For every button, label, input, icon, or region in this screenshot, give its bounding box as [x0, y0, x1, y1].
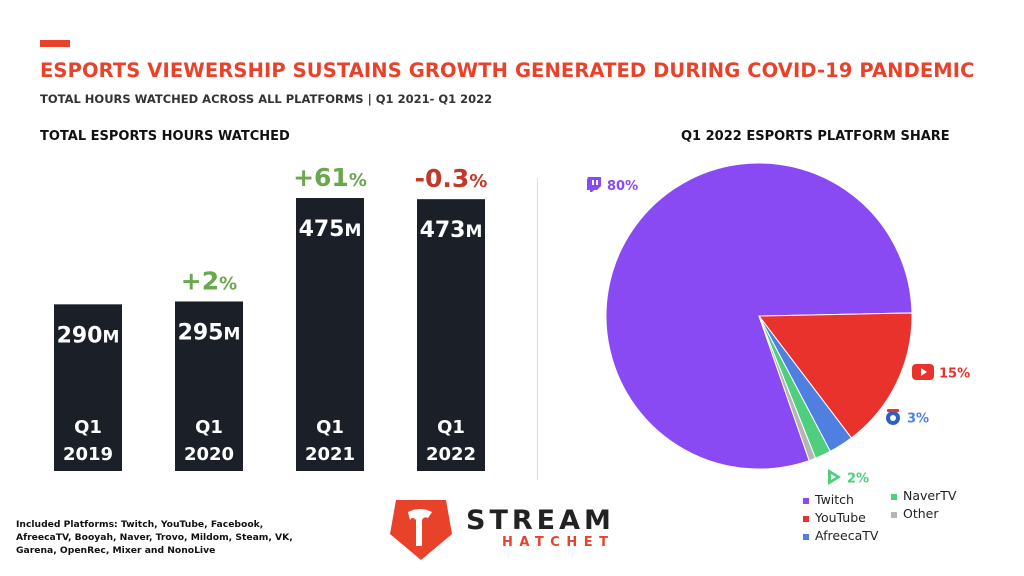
page-title: ESPORTS VIEWERSHIP SUSTAINS GROWTH GENER…	[40, 59, 975, 82]
legend-item-twitch: Twitch	[803, 492, 854, 507]
bar-q1-2021	[296, 198, 364, 471]
bar-category-label: Q1	[316, 417, 344, 438]
bar-category-label: 2019	[63, 444, 113, 465]
pie-slice-twitch	[605, 162, 913, 470]
stream-hatchet-logo-icon	[390, 500, 452, 560]
brand-line2: HATCHET	[502, 535, 615, 550]
pie-label-navertv: 2%	[826, 468, 869, 490]
included-platforms-footnote: Included Platforms: Twitch, YouTube, Fac…	[16, 519, 293, 556]
legend-item-other: Other	[891, 506, 939, 521]
bar-category-label: Q1	[195, 417, 223, 438]
pie-chart	[605, 162, 913, 470]
divider	[537, 178, 538, 480]
legend-swatch-youtube	[803, 515, 809, 522]
legend-swatch-afreecatv	[803, 533, 809, 540]
pie-label-value: 80%	[607, 179, 639, 194]
brand-wordmark: STREAM HATCHET	[466, 507, 615, 551]
bar-q1-2022	[417, 199, 485, 471]
bar-category-label: Q1	[437, 417, 465, 438]
afreecatv-icon	[884, 408, 902, 430]
bar-value-label: 295M	[178, 320, 241, 345]
bar-value-label: 290M	[57, 323, 120, 348]
twitch-icon	[586, 176, 602, 197]
bar-value-label: 473M	[420, 218, 483, 243]
page-subtitle: TOTAL HOURS WATCHED ACROSS ALL PLATFORMS…	[40, 92, 493, 106]
legend-item-navertv: NaverTV	[891, 488, 956, 503]
pie-label-twitch: 80%	[586, 176, 638, 197]
bar-category-label: 2021	[305, 444, 355, 465]
legend-item-youtube: YouTube	[803, 510, 866, 525]
legend-swatch-twitch	[803, 497, 809, 504]
bar-category-label: Q1	[74, 417, 102, 438]
legend-label-afreecatv: AfreecaTV	[815, 528, 879, 543]
pie-label-value: 3%	[907, 411, 930, 427]
pie-label-youtube: 15%	[912, 364, 970, 384]
pie-label-afreecatv: 3%	[884, 408, 929, 430]
legend-label-other: Other	[903, 506, 939, 521]
pie-chart-title: Q1 2022 ESPORTS PLATFORM SHARE	[681, 129, 950, 144]
bar-chart: 290MQ12019295MQ12020+2%475MQ12021+61%473…	[54, 163, 488, 471]
bar-category-label: 2020	[184, 444, 234, 465]
bar-q1-2020	[175, 301, 243, 471]
legend-item-afreecatv: AfreecaTV	[803, 528, 878, 543]
pie-label-value: 15%	[939, 366, 971, 382]
bar-q1-2019	[54, 304, 122, 471]
brand-line1: STREAM	[466, 505, 615, 536]
pie-label-value: 2%	[847, 471, 870, 487]
youtube-icon	[912, 364, 934, 384]
legend-label-youtube: YouTube	[815, 510, 866, 525]
bar-category-label: 2022	[426, 444, 476, 465]
bar-growth-label: -0.3%	[415, 164, 488, 193]
bar-chart-title: TOTAL ESPORTS HOURS WATCHED	[40, 129, 290, 144]
legend-label-twitch: Twitch	[815, 492, 854, 507]
accent-bar	[40, 40, 70, 47]
navertv-icon	[826, 468, 842, 490]
pie-slice-youtube	[758, 312, 913, 439]
pie-slice-other	[758, 315, 817, 462]
legend-label-navertv: NaverTV	[903, 488, 957, 503]
legend-swatch-other	[891, 511, 897, 518]
bar-value-label: 475M	[299, 217, 362, 242]
legend-swatch-navertv	[891, 493, 897, 500]
